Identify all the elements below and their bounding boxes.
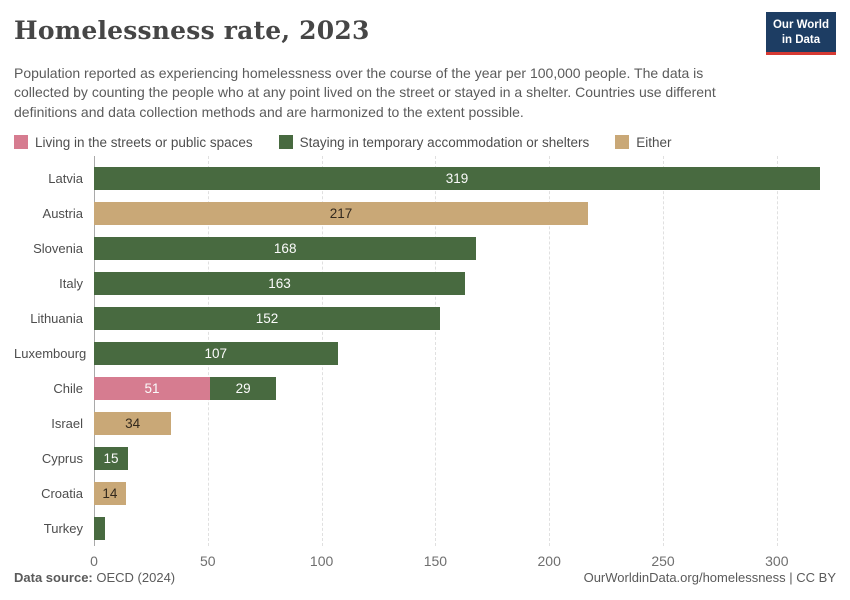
logo-line1: Our World bbox=[772, 19, 829, 31]
bar-value-label: 34 bbox=[125, 415, 141, 431]
legend-swatch-either bbox=[615, 135, 630, 150]
bar-chile: 51 29 bbox=[94, 376, 836, 400]
x-tick-300: 300 bbox=[765, 552, 789, 569]
bar-value-label: 107 bbox=[204, 345, 228, 361]
bar-segment-cyprus-shelters[interactable]: 15 bbox=[94, 446, 129, 470]
bar-cyprus: 15 bbox=[94, 446, 836, 470]
bar-segment-italy-shelters[interactable]: 163 bbox=[94, 271, 465, 295]
logo-line2: in Data bbox=[781, 33, 821, 46]
category-label-italy: Italy bbox=[59, 275, 83, 291]
gridline-250 bbox=[663, 155, 665, 546]
legend-label-streets: Living in the streets or public spaces bbox=[35, 134, 253, 150]
footer-link[interactable]: OurWorldinData.org/homelessness | CC BY bbox=[583, 570, 836, 585]
legend-swatch-streets bbox=[14, 135, 28, 150]
x-axis: 0 50 100 150 200 250 300 bbox=[90, 552, 836, 570]
bar-segment-lithuania-shelters[interactable]: 152 bbox=[94, 306, 440, 330]
chart-subtitle: Population reported as experiencing home… bbox=[14, 64, 716, 121]
x-tick-100: 100 bbox=[309, 552, 334, 569]
bar-value-label: 168 bbox=[273, 240, 297, 256]
bar-row-austria: Austria 217 bbox=[14, 196, 836, 231]
gridline-300 bbox=[776, 155, 778, 546]
bar-segment-turkey-shelters[interactable] bbox=[94, 516, 106, 540]
footer: Data source: OECD (2024) OurWorldinData.… bbox=[14, 570, 836, 600]
bar-luxembourg: 107 bbox=[94, 341, 836, 365]
data-source: Data source: OECD (2024) bbox=[14, 570, 175, 585]
bar-latvia: 319 bbox=[94, 166, 836, 190]
bar-row-chile: Chile 51 29 bbox=[14, 371, 836, 406]
bar-row-luxembourg: Luxembourg 107 bbox=[14, 336, 836, 371]
category-label-luxembourg: Luxembourg bbox=[14, 345, 87, 361]
category-label-slovenia: Slovenia bbox=[33, 240, 83, 256]
x-tick-0: 0 bbox=[90, 552, 98, 569]
bar-segment-latvia-shelters[interactable]: 319 bbox=[94, 166, 821, 190]
bar-value-label: 29 bbox=[235, 380, 251, 396]
bar-segment-chile-streets[interactable]: 51 bbox=[94, 376, 211, 400]
gridline-150 bbox=[435, 155, 437, 546]
bar-row-israel: Israel 34 bbox=[14, 406, 836, 441]
x-tick-200: 200 bbox=[537, 552, 561, 569]
legend-swatch-shelters bbox=[278, 135, 293, 150]
x-tick-250: 250 bbox=[651, 552, 675, 569]
bar-value-label: 51 bbox=[144, 380, 160, 396]
bar-value-label: 152 bbox=[255, 310, 279, 326]
category-label-austria: Austria bbox=[42, 205, 83, 221]
bar-value-label: 163 bbox=[268, 275, 291, 291]
bar-row-lithuania: Lithuania 152 bbox=[14, 301, 836, 336]
legend-label-shelters: Staying in temporary accommodation or sh… bbox=[299, 134, 590, 150]
header: Homelessness rate, 2023 Our World in Dat… bbox=[14, 12, 836, 55]
legend-item-streets[interactable]: Living in the streets or public spaces bbox=[14, 135, 253, 150]
category-label-latvia: Latvia bbox=[48, 170, 83, 186]
bar-value-label: 217 bbox=[329, 205, 353, 221]
legend-item-either[interactable]: Either bbox=[615, 134, 672, 150]
category-label-lithuania: Lithuania bbox=[30, 310, 83, 326]
bar-rows: Latvia 319 Austria 217 Slovenia 168 Italy 163 Li… bbox=[14, 161, 836, 546]
chart-title: Homelessness rate, 2023 bbox=[14, 16, 370, 45]
legend-label-either: Either bbox=[636, 134, 672, 150]
bar-row-turkey: Turkey bbox=[14, 511, 836, 546]
chart-area: Latvia 319 Austria 217 Slovenia 168 Italy 163 Li… bbox=[14, 155, 836, 546]
x-tick-50: 50 bbox=[200, 552, 216, 569]
bar-value-label: 319 bbox=[445, 170, 469, 186]
bar-segment-chile-shelters[interactable]: 29 bbox=[210, 376, 277, 400]
bar-segment-austria-either[interactable]: 217 bbox=[94, 201, 588, 225]
category-label-cyprus: Cyprus bbox=[41, 450, 83, 466]
bar-turkey bbox=[94, 516, 836, 540]
legend-item-shelters[interactable]: Staying in temporary accommodation or sh… bbox=[278, 134, 590, 150]
bar-segment-croatia-either[interactable]: 14 bbox=[94, 481, 126, 505]
bar-lithuania: 152 bbox=[94, 306, 836, 330]
bar-row-cyprus: Cyprus 15 bbox=[14, 441, 836, 476]
legend: Living in the streets or public spaces St… bbox=[14, 135, 836, 150]
category-label-chile: Chile bbox=[53, 380, 83, 396]
bar-slovenia: 168 bbox=[94, 236, 836, 260]
bar-value-label: 15 bbox=[103, 450, 119, 466]
bar-row-latvia: Latvia 319 bbox=[14, 161, 836, 196]
bar-croatia: 14 bbox=[94, 481, 836, 505]
category-label-israel: Israel bbox=[51, 415, 83, 431]
x-tick-150: 150 bbox=[423, 552, 448, 569]
bar-israel: 34 bbox=[94, 411, 836, 435]
bar-segment-luxembourg-shelters[interactable]: 107 bbox=[94, 341, 338, 365]
data-source-value: OECD (2024) bbox=[96, 570, 176, 585]
bar-segment-slovenia-shelters[interactable]: 168 bbox=[94, 236, 477, 260]
bar-row-croatia: Croatia 14 bbox=[14, 476, 836, 511]
bar-row-slovenia: Slovenia 168 bbox=[14, 231, 836, 266]
bar-row-italy: Italy 163 bbox=[14, 266, 836, 301]
bar-value-label: 14 bbox=[102, 485, 118, 501]
data-source-label: Data source: bbox=[14, 570, 93, 585]
category-label-croatia: Croatia bbox=[41, 485, 83, 501]
bar-austria: 217 bbox=[94, 201, 836, 225]
bar-italy: 163 bbox=[94, 271, 836, 295]
bar-segment-israel-either[interactable]: 34 bbox=[94, 411, 172, 435]
gridline-200 bbox=[549, 155, 551, 546]
owid-logo[interactable]: Our World in Data bbox=[765, 12, 836, 55]
category-label-turkey: Turkey bbox=[43, 520, 83, 536]
